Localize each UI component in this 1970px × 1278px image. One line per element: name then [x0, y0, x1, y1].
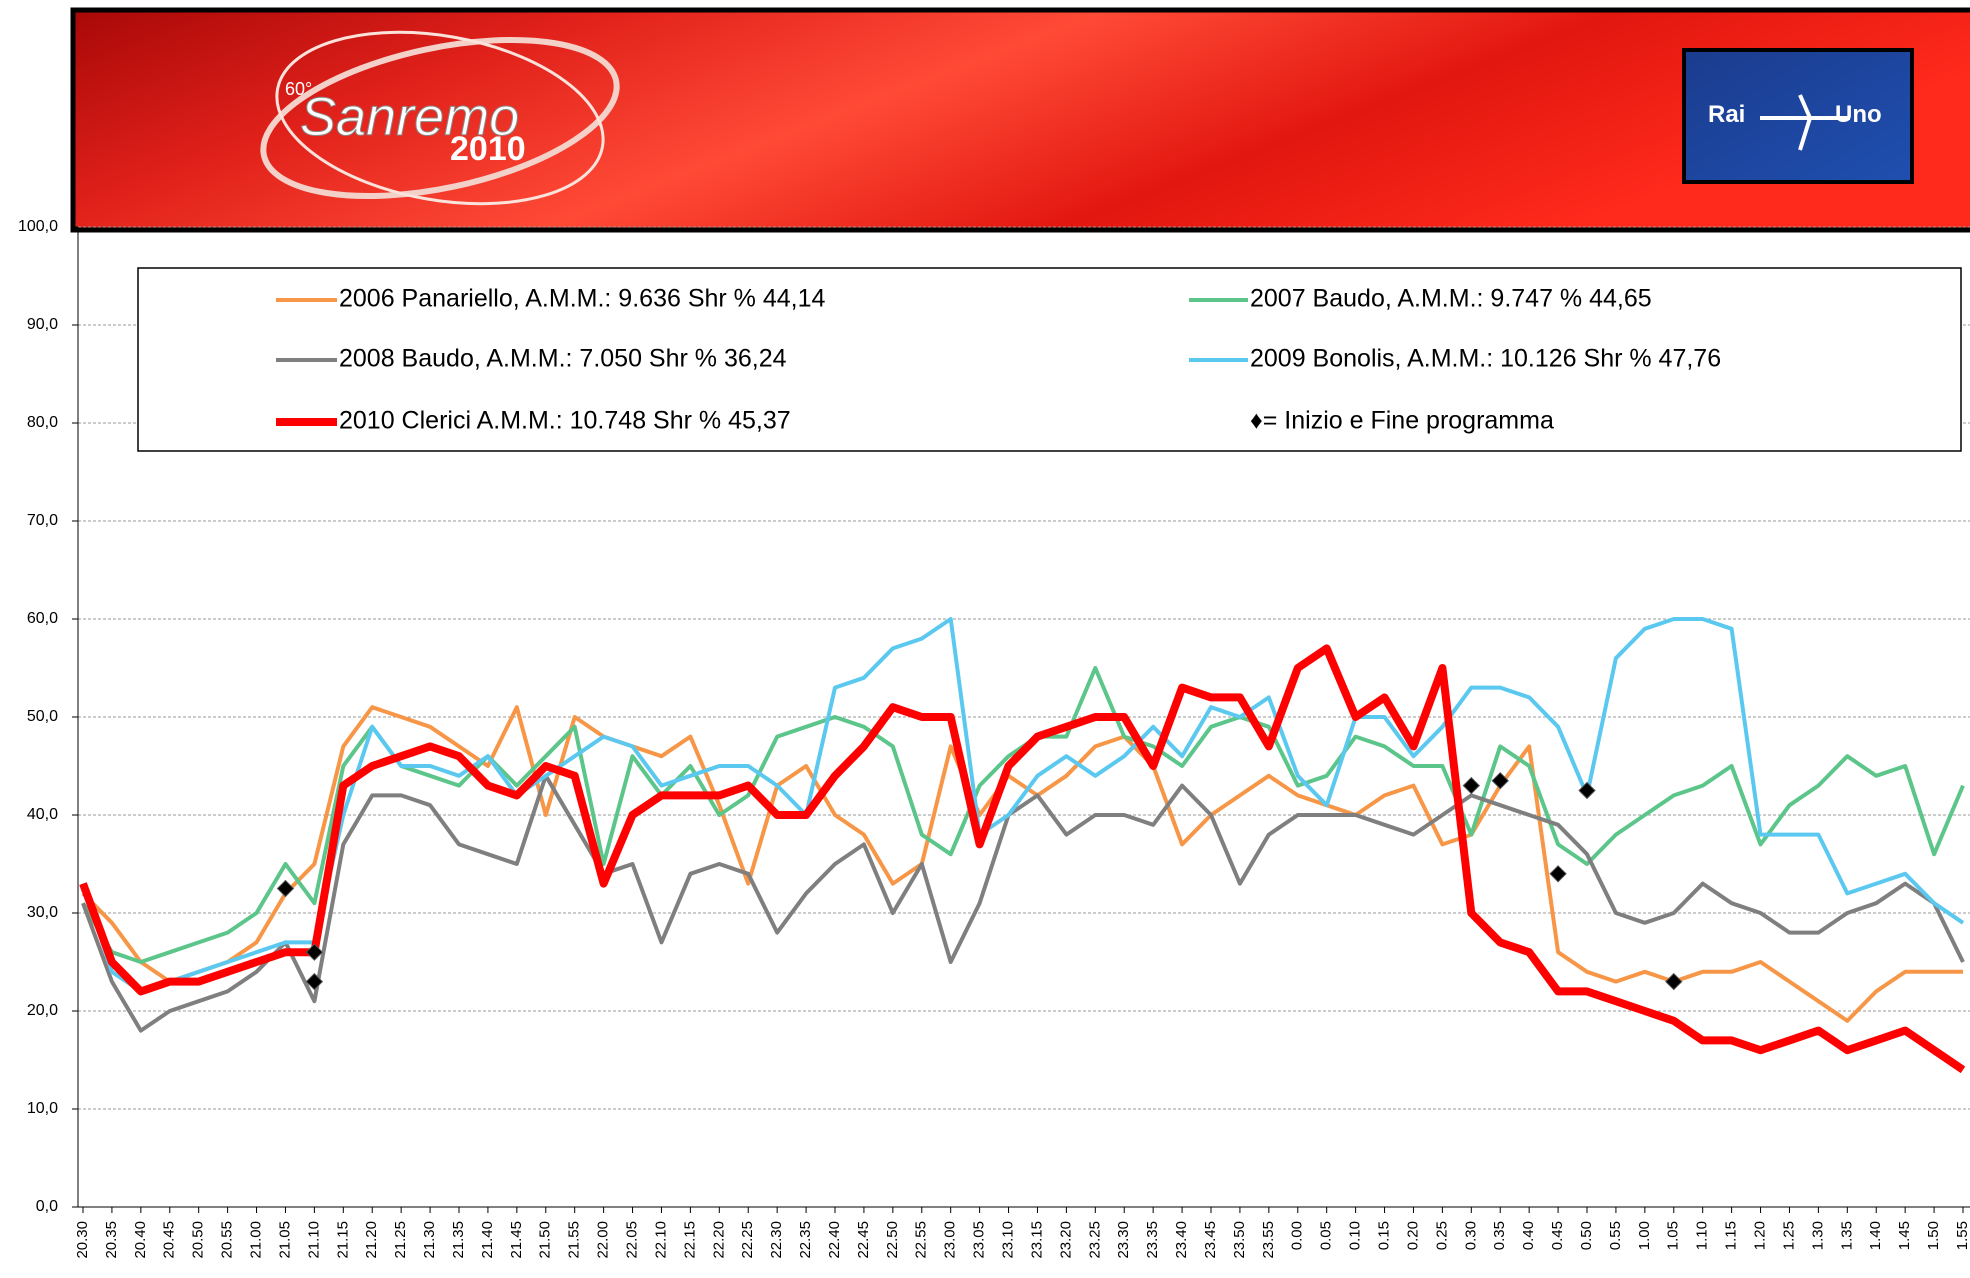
x-tick-label: 21.20 — [363, 1221, 380, 1259]
x-tick-label: 21.15 — [334, 1221, 351, 1259]
x-tick-label: 1.35 — [1838, 1221, 1855, 1250]
x-tick-label: 1.55 — [1954, 1221, 1970, 1250]
legend-label: ♦= Inizio e Fine programma — [1250, 407, 1554, 435]
x-tick-label: 21.30 — [421, 1221, 438, 1259]
x-tick-label: 21.10 — [305, 1221, 322, 1259]
x-tick-label: 23.40 — [1173, 1221, 1190, 1259]
x-tick-label: 0.45 — [1549, 1221, 1566, 1250]
x-tick-label: 23.05 — [971, 1221, 988, 1259]
x-tick-label: 22.15 — [681, 1221, 698, 1259]
y-tick-label: 0,0 — [36, 1198, 58, 1215]
legend-label: 2010 Clerici A.M.M.: 10.748 Shr % 45,37 — [339, 407, 791, 435]
y-tick-label: 50,0 — [27, 708, 58, 725]
x-tick-label: 1.20 — [1752, 1221, 1769, 1250]
x-tick-label: 1.50 — [1925, 1221, 1942, 1250]
x-tick-label: 0.00 — [1289, 1221, 1306, 1250]
x-tick-label: 23.55 — [1260, 1221, 1277, 1259]
x-tick-label: 1.40 — [1867, 1221, 1884, 1250]
x-tick-label: 21.35 — [450, 1221, 467, 1259]
x-tick-label: 1.15 — [1723, 1221, 1740, 1250]
x-tick-label: 23.00 — [942, 1221, 959, 1259]
x-tick-label: 23.35 — [1144, 1221, 1161, 1259]
x-tick-label: 1.10 — [1694, 1221, 1711, 1250]
page: 60° Sanremo 2010 Rai Uno 0,0 10,0 20,0 30,0… — [0, 0, 1970, 1278]
x-tick-label: 0.50 — [1578, 1221, 1595, 1250]
plot-area — [83, 619, 1963, 1070]
x-tick-label: 22.05 — [624, 1221, 641, 1259]
x-tick-label: 0.10 — [1347, 1221, 1364, 1250]
x-tick-label: 21.40 — [479, 1221, 496, 1259]
x-tick-label: 23.25 — [1086, 1221, 1103, 1259]
series-line — [83, 648, 1963, 1069]
x-tick-label: 20.35 — [103, 1221, 120, 1259]
x-tick-label: 22.45 — [855, 1221, 872, 1259]
x-tick-label: 20.55 — [219, 1221, 236, 1259]
x-tick-label: 22.50 — [884, 1221, 901, 1259]
y-tick-label: 90,0 — [27, 316, 58, 333]
y-tick-label: 20,0 — [27, 1002, 58, 1019]
y-tick-label: 70,0 — [27, 512, 58, 529]
x-tick-label: 1.30 — [1809, 1221, 1826, 1250]
x-tick-label: 0.55 — [1607, 1221, 1624, 1250]
x-tick-label: 20.50 — [190, 1221, 207, 1259]
y-tick-label: 80,0 — [27, 414, 58, 431]
x-tick-label: 20.40 — [132, 1221, 149, 1259]
x-tick-label: 21.50 — [537, 1221, 554, 1259]
x-tick-label: 22.00 — [595, 1221, 612, 1259]
program-marker — [1463, 778, 1479, 794]
x-tick-label: 1.00 — [1636, 1221, 1653, 1250]
x-tick-label: 22.40 — [826, 1221, 843, 1259]
x-tick-label: 23.50 — [1231, 1221, 1248, 1259]
x-tick-label: 21.00 — [248, 1221, 265, 1259]
program-marker — [1550, 866, 1566, 882]
x-tick-label: 0.20 — [1404, 1221, 1421, 1250]
y-tick-label: 10,0 — [27, 1100, 58, 1117]
x-tick-label: 23.20 — [1057, 1221, 1074, 1259]
y-tick-label: 100,0 — [18, 218, 58, 235]
program-marker — [277, 881, 293, 897]
x-tick-label: 0.40 — [1520, 1221, 1537, 1250]
x-tick-label: 0.25 — [1433, 1221, 1450, 1250]
x-tick-label: 0.35 — [1491, 1221, 1508, 1250]
x-tick-label: 23.10 — [1000, 1221, 1017, 1259]
x-tick-label: 1.05 — [1665, 1221, 1682, 1250]
legend-label: 2006 Panariello, A.M.M.: 9.636 Shr % 44,… — [339, 285, 825, 313]
x-tick-label: 0.30 — [1462, 1221, 1479, 1250]
x-tick-label: 21.45 — [508, 1221, 525, 1259]
x-tick-label: 0.05 — [1318, 1221, 1335, 1250]
x-tick-label: 22.10 — [652, 1221, 669, 1259]
x-tick-label: 22.25 — [739, 1221, 756, 1259]
program-marker — [306, 944, 322, 960]
x-tick-label: 21.25 — [392, 1221, 409, 1259]
y-tick-label: 30,0 — [27, 904, 58, 921]
channel-right: Uno — [1835, 101, 1882, 128]
logo-year: 2010 — [450, 130, 526, 168]
y-tick-label: 40,0 — [27, 806, 58, 823]
legend-label: 2007 Baudo, A.M.M.: 9.747 % 44,65 — [1250, 285, 1652, 313]
y-tick-label: 60,0 — [27, 610, 58, 627]
x-tick-label: 23.15 — [1028, 1221, 1045, 1259]
x-tick-label: 21.55 — [566, 1221, 583, 1259]
program-marker — [1666, 974, 1682, 990]
x-tick-label: 1.45 — [1896, 1221, 1913, 1250]
x-tick-label: 1.25 — [1780, 1221, 1797, 1250]
x-tick-label: 22.35 — [797, 1221, 814, 1259]
x-tick-label: 20.30 — [74, 1221, 91, 1259]
chart: 60° Sanremo 2010 Rai Uno 0,0 10,0 20,0 30,0… — [0, 0, 1970, 1278]
x-tick-label: 23.30 — [1115, 1221, 1132, 1259]
x-tick-label: 22.30 — [768, 1221, 785, 1259]
x-tick-label: 23.45 — [1202, 1221, 1219, 1259]
x-tick-label: 20.45 — [161, 1221, 178, 1259]
x-tick-label: 21.05 — [276, 1221, 293, 1259]
legend-label: 2009 Bonolis, A.M.M.: 10.126 Shr % 47,76 — [1250, 345, 1721, 373]
x-tick-label: 22.55 — [913, 1221, 930, 1259]
channel-left: Rai — [1708, 101, 1745, 128]
header-banner: 60° Sanremo 2010 Rai Uno — [73, 9, 1970, 230]
x-tick-label: 22.20 — [710, 1221, 727, 1259]
series-line — [83, 776, 1963, 1031]
legend-label: 2008 Baudo, A.M.M.: 7.050 Shr % 36,24 — [339, 345, 787, 373]
x-tick-label: 0.15 — [1376, 1221, 1393, 1250]
